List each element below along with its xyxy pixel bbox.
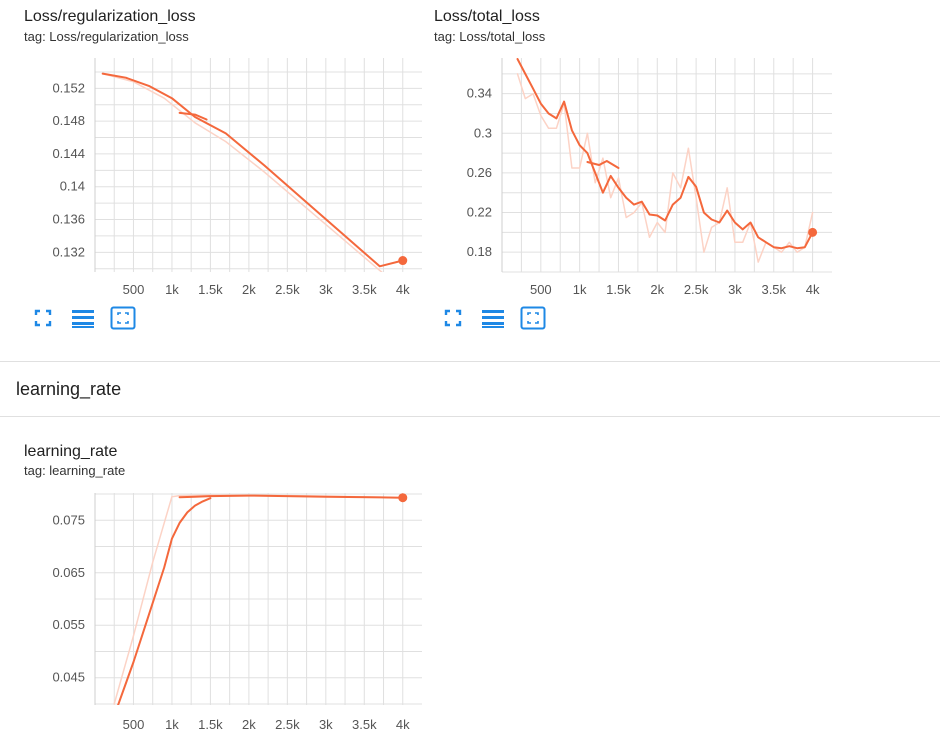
smoothed-series-line bbox=[178, 494, 404, 499]
y-tick-label: 0.26 bbox=[467, 165, 492, 180]
y-tick-label: 0.136 bbox=[52, 212, 85, 227]
y-tick-label: 0.144 bbox=[52, 146, 85, 161]
x-tick-label: 3k bbox=[319, 717, 333, 732]
smoothed-series-line bbox=[178, 111, 208, 121]
y-tick-label: 0.18 bbox=[467, 244, 492, 259]
y-tick-label: 0.045 bbox=[52, 670, 85, 685]
x-tick-label: 1.5k bbox=[198, 282, 223, 297]
y-tick-label: 0.075 bbox=[52, 512, 85, 527]
x-tick-label: 2k bbox=[242, 717, 256, 732]
y-tick-label: 0.34 bbox=[467, 86, 492, 101]
x-tick-label: 4k bbox=[396, 282, 410, 297]
raw-series-line bbox=[113, 494, 404, 705]
endpoint-marker bbox=[398, 493, 408, 503]
x-tick-label: 2.5k bbox=[684, 282, 709, 297]
endpoint-marker bbox=[808, 227, 818, 237]
x-tick-label: 500 bbox=[123, 717, 145, 732]
fit-domain-button[interactable] bbox=[520, 306, 546, 330]
x-tick-label: 1k bbox=[165, 717, 179, 732]
x-tick-label: 1k bbox=[165, 282, 179, 297]
chart-toolbar bbox=[30, 306, 136, 330]
x-tick-label: 1k bbox=[573, 282, 587, 297]
series-group bbox=[101, 72, 404, 272]
x-tick-label: 3k bbox=[728, 282, 742, 297]
fullscreen-button[interactable] bbox=[440, 306, 466, 330]
endpoint-marker bbox=[398, 256, 408, 266]
x-tick-label: 1.5k bbox=[198, 717, 223, 732]
series-group bbox=[516, 58, 814, 263]
x-tick-label: 2k bbox=[242, 282, 256, 297]
toggle-log-icon bbox=[482, 310, 504, 328]
y-tick-label: 0.152 bbox=[52, 80, 85, 95]
smoothed-series-line bbox=[101, 72, 404, 268]
card-title: learning_rate bbox=[24, 443, 118, 460]
chart-toolbar bbox=[440, 306, 546, 330]
y-tick-label: 0.14 bbox=[60, 179, 85, 194]
toggle-log-scale-button[interactable] bbox=[70, 306, 96, 330]
smoothed-series-line bbox=[117, 497, 212, 705]
x-tick-label: 500 bbox=[123, 282, 145, 297]
x-tick-label: 3k bbox=[319, 282, 333, 297]
y-tick-label: 0.22 bbox=[467, 205, 492, 220]
x-tick-label: 3.5k bbox=[352, 717, 377, 732]
series-group bbox=[113, 494, 404, 705]
section-divider-top bbox=[0, 361, 940, 362]
fullscreen-icon bbox=[444, 309, 462, 327]
card-title: Loss/total_loss bbox=[434, 8, 540, 25]
fullscreen-icon bbox=[34, 309, 52, 327]
fit-domain-icon bbox=[520, 306, 546, 330]
fit-domain-icon bbox=[110, 306, 136, 330]
card-tag: tag: Loss/total_loss bbox=[434, 29, 546, 44]
fit-domain-button[interactable] bbox=[110, 306, 136, 330]
card-tag: tag: learning_rate bbox=[24, 463, 126, 478]
x-tick-label: 2.5k bbox=[275, 717, 300, 732]
x-tick-label: 500 bbox=[530, 282, 552, 297]
y-tick-label: 0.132 bbox=[52, 244, 85, 259]
smoothed-series-line bbox=[516, 58, 814, 250]
x-tick-label: 4k bbox=[396, 717, 410, 732]
toggle-log-scale-button[interactable] bbox=[480, 306, 506, 330]
x-tick-label: 3.5k bbox=[761, 282, 786, 297]
card-title: Loss/regularization_loss bbox=[24, 8, 196, 25]
y-tick-label: 0.148 bbox=[52, 113, 85, 128]
x-tick-label: 2.5k bbox=[275, 282, 300, 297]
x-tick-label: 3.5k bbox=[352, 282, 377, 297]
x-tick-label: 2k bbox=[650, 282, 664, 297]
toggle-log-icon bbox=[72, 310, 94, 328]
y-tick-label: 0.055 bbox=[52, 617, 85, 632]
x-tick-label: 4k bbox=[806, 282, 820, 297]
y-tick-label: 0.3 bbox=[474, 125, 492, 140]
y-tick-label: 0.065 bbox=[52, 565, 85, 580]
section-divider-bottom bbox=[0, 416, 940, 417]
fullscreen-button[interactable] bbox=[30, 306, 56, 330]
x-tick-label: 1.5k bbox=[606, 282, 631, 297]
card-tag: tag: Loss/regularization_loss bbox=[24, 29, 189, 44]
smoothed-series-line bbox=[586, 160, 620, 169]
raw-series-line bbox=[516, 73, 814, 263]
section-title: learning_rate bbox=[16, 379, 122, 399]
raw-series-line bbox=[101, 72, 383, 272]
